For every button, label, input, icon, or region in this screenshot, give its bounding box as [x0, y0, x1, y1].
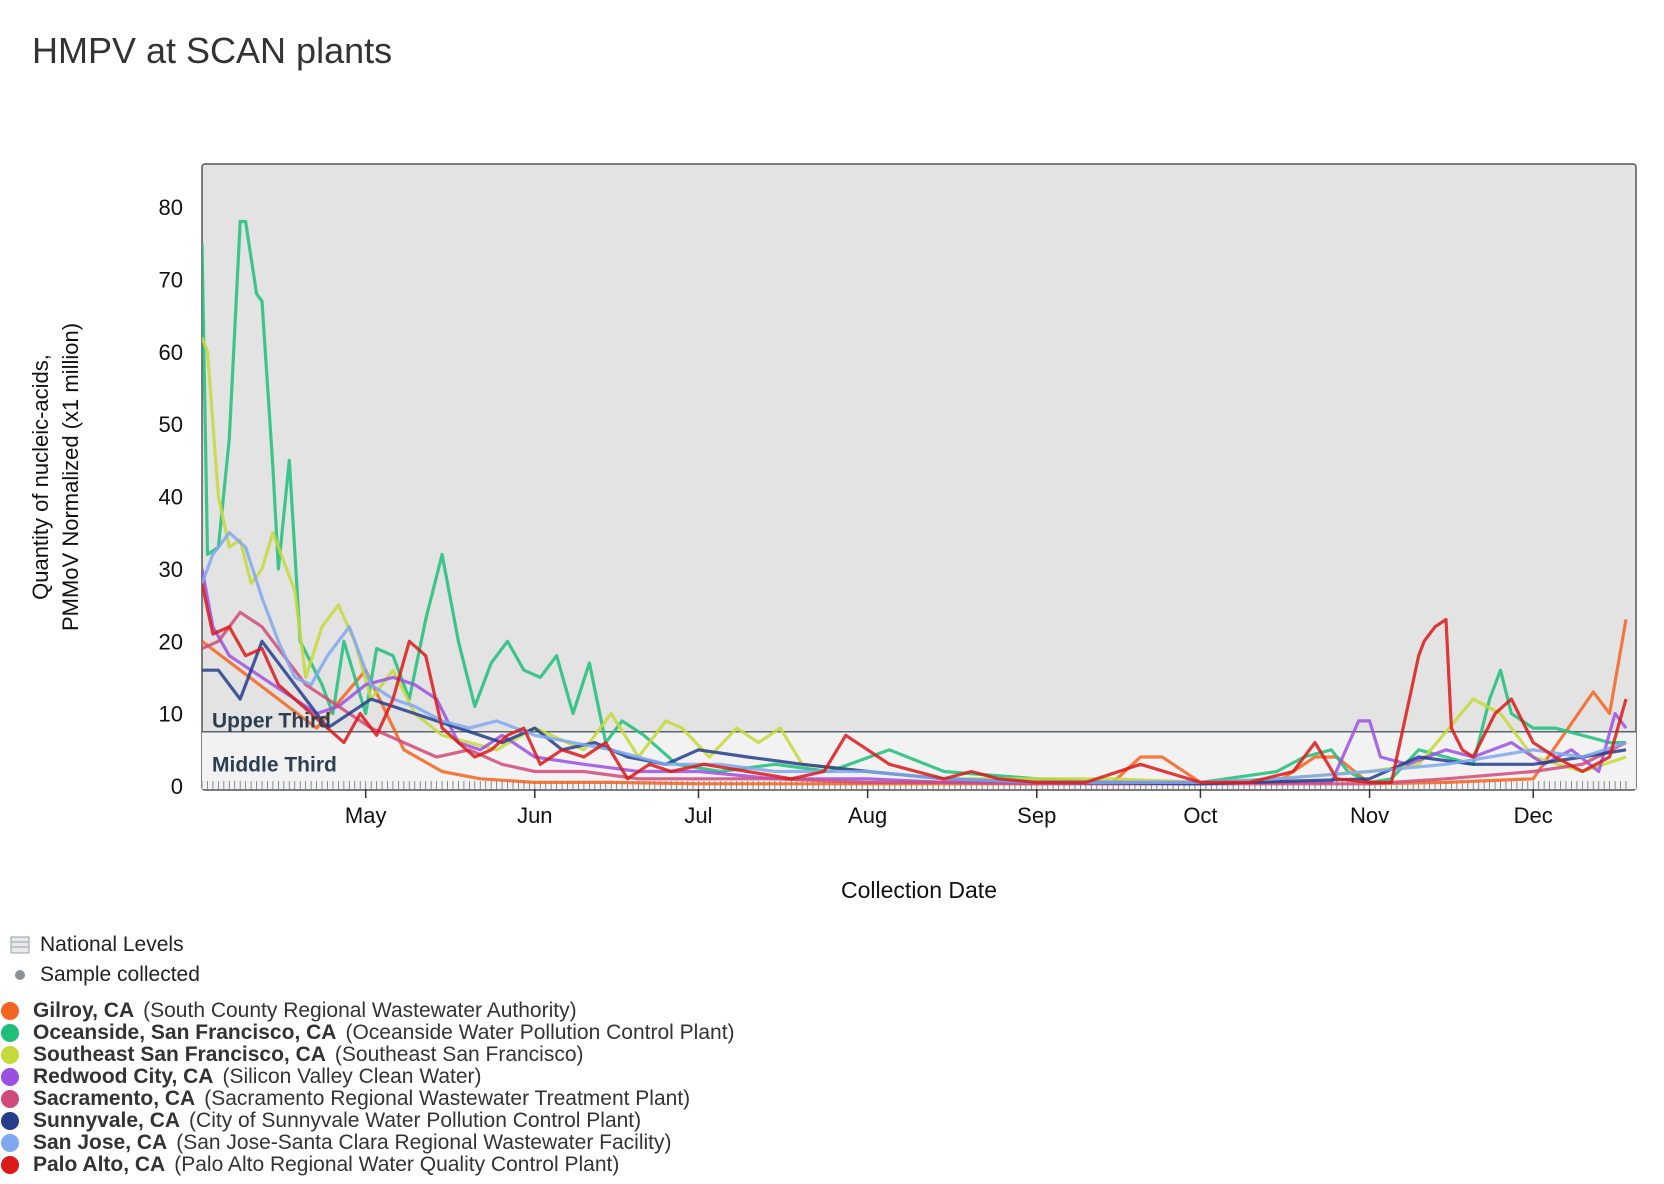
y-axis: 0 10 20 30 40 50 60 70 80 — [159, 195, 183, 799]
x-tick-label: Sep — [1017, 803, 1056, 828]
x-tick-label: Oct — [1183, 803, 1217, 828]
site-name: San Jose, CA — [33, 1131, 168, 1154]
site-item-sacramento[interactable]: Sacramento, CA (Sacramento Regional Waste… — [0, 1087, 900, 1110]
site-color-dot — [1, 1068, 19, 1086]
site-facility: (Palo Alto Regional Water Quality Contro… — [174, 1153, 620, 1176]
site-facility: (South County Regional Wastewater Author… — [143, 999, 577, 1022]
site-legend: Gilroy, CA (South County Regional Wastewa… — [0, 999, 900, 1176]
site-item-southeast-sf[interactable]: Southeast San Francisco, CA (Southeast Sa… — [0, 1043, 900, 1066]
chart-title: HMPV at SCAN plants — [32, 30, 393, 71]
legend-sample-collected-label: Sample collected — [40, 963, 200, 986]
x-tick-label: Aug — [848, 803, 887, 828]
x-tick-label: Jun — [517, 803, 552, 828]
legend-national-levels[interactable]: National Levels — [0, 930, 1000, 960]
series-line-7 — [202, 531, 1627, 785]
upper-third-label: Upper Third — [212, 710, 331, 733]
series-line-8 — [202, 583, 1628, 785]
site-color-dot — [1, 1090, 19, 1108]
site-item-oceanside[interactable]: Oceanside, San Francisco, CA (Oceanside W… — [0, 1021, 900, 1044]
series-line-5 — [202, 610, 1627, 786]
y-tick-label: 10 — [159, 702, 183, 727]
y-tick-label: 50 — [159, 412, 183, 437]
site-item-palo-alto[interactable]: Palo Alto, CA (Palo Alto Regional Water Q… — [0, 1153, 900, 1176]
site-color-dot — [1, 1002, 19, 1020]
site-item-sunnyvale[interactable]: Sunnyvale, CA (City of Sunnyvale Water Po… — [0, 1109, 900, 1132]
y-tick-label: 20 — [159, 629, 183, 654]
x-tick-label: Dec — [1514, 803, 1553, 828]
site-facility: (San Jose-Santa Clara Regional Wastewate… — [176, 1131, 672, 1154]
site-name: Palo Alto, CA — [33, 1153, 166, 1176]
site-name: Southeast San Francisco, CA — [33, 1043, 326, 1066]
site-color-dot — [1, 1024, 19, 1042]
national-levels-icon — [0, 936, 40, 954]
legend: National Levels Sample collected — [0, 930, 1000, 990]
y-axis-label-line-2: PMMoV Normalized (x1 million) — [58, 323, 83, 631]
legend-sample-collected[interactable]: Sample collected — [0, 960, 1000, 990]
x-axis-label: Collection Date — [841, 877, 997, 903]
site-facility: (Sacramento Regional Wastewater Treatmen… — [204, 1087, 691, 1110]
site-name: Gilroy, CA — [33, 999, 135, 1022]
middle-third-label: Middle Third — [212, 754, 337, 777]
y-axis-label-line-1: Quantity of nucleic-acids, — [28, 354, 53, 600]
y-tick-label: 30 — [159, 557, 183, 582]
site-name: Redwood City, CA — [33, 1065, 214, 1088]
site-facility: (City of Sunnyvale Water Pollution Contr… — [189, 1109, 642, 1132]
site-color-dot — [1, 1112, 19, 1130]
site-facility: (Southeast San Francisco) — [334, 1043, 584, 1066]
x-tick-label: Nov — [1350, 803, 1389, 828]
site-name: Sacramento, CA — [33, 1087, 196, 1110]
site-name: Oceanside, San Francisco, CA — [33, 1021, 337, 1044]
site-name: Sunnyvale, CA — [33, 1109, 181, 1132]
plot-background — [201, 163, 1637, 791]
site-facility: (Oceanside Water Pollution Control Plant… — [345, 1021, 735, 1044]
x-axis: May Jun Jul Aug Sep Oct Nov Dec — [345, 789, 1553, 828]
site-color-dot — [1, 1156, 19, 1174]
series-layer — [202, 219, 1628, 786]
site-item-san-jose[interactable]: San Jose, CA (San Jose-Santa Clara Region… — [0, 1131, 900, 1154]
legend-national-levels-label: National Levels — [40, 933, 184, 956]
y-tick-label: 40 — [159, 485, 183, 510]
site-item-redwood-city[interactable]: Redwood City, CA (Silicon Valley Clean Wa… — [0, 1065, 900, 1088]
y-tick-label: 0 — [171, 774, 183, 799]
x-tick-label: Jul — [684, 803, 712, 828]
site-facility: (Silicon Valley Clean Water) — [222, 1065, 482, 1088]
x-tick-label: May — [345, 803, 387, 828]
y-tick-label: 60 — [159, 340, 183, 365]
site-color-dot — [1, 1134, 19, 1152]
y-tick-label: 80 — [159, 195, 183, 220]
sample-dot-icon — [0, 969, 40, 981]
site-item-gilroy[interactable]: Gilroy, CA (South County Regional Wastewa… — [0, 999, 900, 1022]
y-axis-label: Quantity of nucleic-acids, PMMoV Normali… — [28, 323, 83, 631]
site-color-dot — [1, 1046, 19, 1064]
chart: 0 10 20 30 40 50 60 70 80 May Jun Jul Aug Sep Oct Nov D… — [28, 163, 1637, 903]
y-tick-label: 70 — [159, 267, 183, 292]
